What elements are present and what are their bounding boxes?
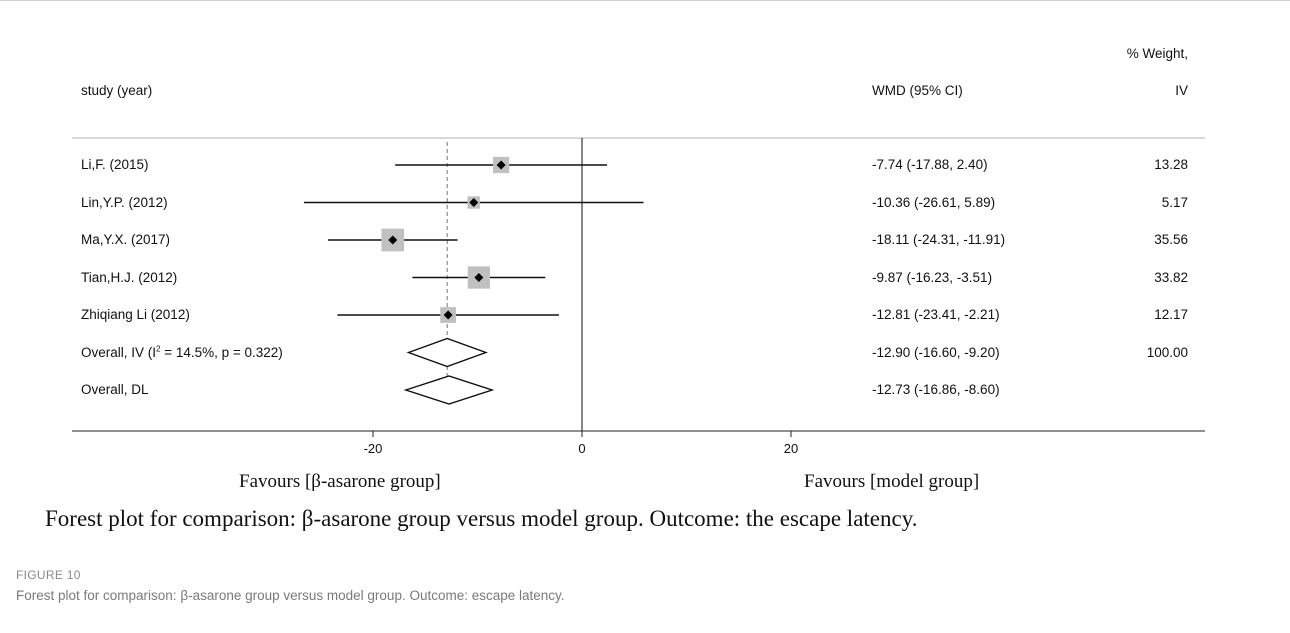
overall-weight: 100.00 [1146,344,1188,360]
overall-label-prefix: Overall, DL [81,382,149,397]
study-label: Lin,Y.P. (2012) [81,194,168,210]
overall-label-suffix: = 14.5%, p = 0.322) [160,344,283,360]
study-effect-ci: -10.36 (-26.61, 5.89) [872,194,996,210]
favours-left-label: Favours [β-asarone group] [239,471,441,492]
figure-caption: Forest plot for comparison: β-asarone gr… [16,588,565,603]
point-estimate-marker [388,235,398,245]
forest-plot-panel: -20 0 20 study (year) WMD (95% CI) % Weigh… [0,0,1290,531]
point-estimate-marker [474,273,484,282]
weight-column-header-line2: IV [1175,83,1188,98]
point-estimate-marker [443,310,453,320]
study-weight: 5.17 [1161,194,1188,210]
overall-effect-ci: -12.73 (-16.86, -8.60) [872,382,1000,397]
study-column-header: study (year) [81,83,153,98]
study-weight: 33.82 [1154,269,1188,285]
overall-label-prefix: Overall, IV (I [81,344,157,360]
study-label: Tian,H.J. (2012) [81,269,178,285]
study-effect-ci: -9.87 (-16.23, -3.51) [872,269,993,285]
overall-effect-ci: -12.90 (-16.60, -9.20) [872,344,1000,360]
plot-title: Forest plot for comparison: β-asarone gr… [45,506,918,531]
effect-column-header: WMD (95% CI) [872,83,963,98]
study-label: Li,F. (2015) [81,157,149,172]
x-tick-label: -20 [364,441,383,456]
study-label: Ma,Y.X. (2017) [81,232,171,247]
study-weight: 13.28 [1154,157,1188,172]
x-tick-label: 20 [784,441,798,456]
study-weight: 12.17 [1154,307,1188,322]
figure-label: FIGURE 10 [16,568,81,582]
overall-label: Overall, DL [81,382,149,398]
study-label: Zhiqiang Li (2012) [81,307,190,322]
weight-column-header-line1: % Weight, [1126,46,1188,61]
forest-plot: -20 0 20 [72,137,1205,456]
pooled-effect-diamond [403,375,495,405]
point-estimate-marker [496,160,506,170]
pooled-effect-diamond [406,337,488,368]
study-effect-ci: -12.81 (-23.41, -2.21) [872,307,1000,322]
favours-right-label: Favours [model group] [804,471,980,492]
study-weight: 35.56 [1154,232,1188,247]
overall-label: Overall, IV (I2 = 14.5%, p = 0.322) [81,345,283,361]
x-tick-label: 0 [578,441,585,456]
overall-label-superscript: 2 [156,344,161,353]
study-effect-ci: -18.11 (-24.31, -11.91) [872,232,1006,247]
study-effect-ci: -7.74 (-17.88, 2.40) [872,157,988,172]
point-estimate-marker [469,198,479,207]
